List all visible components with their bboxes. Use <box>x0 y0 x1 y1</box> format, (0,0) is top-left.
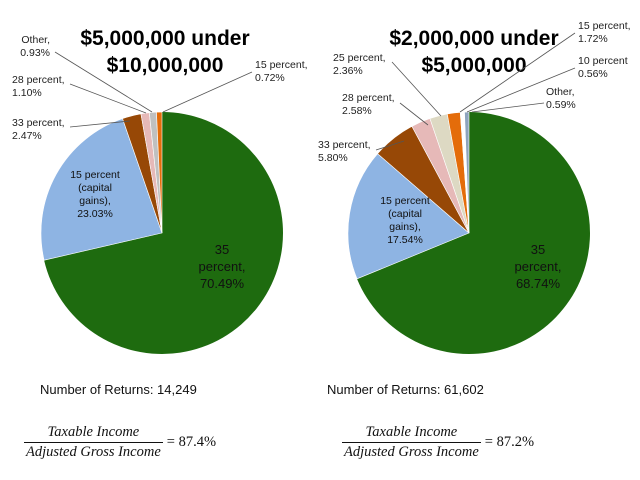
slice-label: 35 percent, 70.49% <box>199 242 246 291</box>
slice-label: 33 percent, 2.47% <box>12 117 65 142</box>
slice-label-line: percent, <box>515 259 562 274</box>
slice-label-line: 1.72% <box>578 33 608 45</box>
ratio-numerator: Taxable Income <box>47 424 140 440</box>
chart-title: $5,000,000 <box>421 54 526 77</box>
slice-label: 15 percent (capital gains), 17.54% <box>380 195 430 246</box>
slice-label: Other, 0.93% <box>20 34 50 59</box>
slice-label-line: 2.58% <box>342 105 372 117</box>
ratio-value: = 87.4% <box>166 434 217 450</box>
slice-label-line: gains), <box>79 195 111 207</box>
slice-label: 35 percent, 68.74% <box>515 242 562 291</box>
leader-line <box>375 140 405 151</box>
slice-label-line: 35 <box>215 242 229 257</box>
slice-label: 28 percent, 1.10% <box>12 74 65 99</box>
pie-slice <box>347 153 470 280</box>
ratio-denominator: Adjusted Gross Income <box>342 442 481 460</box>
slice-label: 28 percent, 2.58% <box>342 92 395 117</box>
slice-label-line: 33 percent, <box>12 117 65 129</box>
returns-count-right: Number of Returns: 61,602 <box>327 382 484 397</box>
income-ratio-left: Taxable Income Adjusted Gross Income = 8… <box>24 424 216 461</box>
pie-slice <box>464 111 470 234</box>
leader-line <box>162 71 253 113</box>
pie-chart-2: $2,000,000 under $5,000,000 35 percent, 68.7… <box>318 20 631 354</box>
slice-label-line: 5.80% <box>318 152 348 164</box>
slice-label-line: 2.36% <box>333 65 363 77</box>
slice-label-line: 2.47% <box>12 130 42 142</box>
slice-label-line: 28 percent, <box>342 92 395 104</box>
income-ratio-right: Taxable Income Adjusted Gross Income = 8… <box>342 424 534 461</box>
slice-label-line: Other, <box>21 34 50 46</box>
leader-line <box>69 83 147 114</box>
slice-label-line: 25 percent, <box>333 52 386 64</box>
pie-chart-1: $5,000,000 under $10,000,000 35 percent, 70.… <box>12 27 308 354</box>
slice-label: 15 percent (capital gains), 23.03% <box>70 169 120 220</box>
slice-label-line: Other, <box>546 86 575 98</box>
slice-label-line: (capital <box>78 182 112 194</box>
pie-slice <box>156 111 163 234</box>
slice-label-line: 23.03% <box>77 208 113 220</box>
slice-label: 15 percent, 0.72% <box>255 59 308 84</box>
slice-label-line: 0.59% <box>546 99 576 111</box>
slice-label: 33 percent, 5.80% <box>318 139 371 164</box>
slice-label-line: 28 percent, <box>12 74 65 86</box>
slice-label: Other, 0.59% <box>546 86 576 111</box>
chart-title: $10,000,000 <box>107 54 224 77</box>
slice-label-line: percent, <box>199 259 246 274</box>
leader-line <box>391 61 442 117</box>
slice-label-line: (capital <box>388 208 422 220</box>
slice-label-line: 15 percent, <box>255 59 308 71</box>
slice-label-line: 0.72% <box>255 72 285 84</box>
slice-label: 15 percent, 1.72% <box>578 20 631 45</box>
slice-label-line: 68.74% <box>516 276 561 291</box>
slice-label-line: 15 percent <box>70 169 120 181</box>
ratio-numerator: Taxable Income <box>365 424 458 440</box>
leader-line <box>466 67 576 113</box>
leader-line <box>69 120 131 128</box>
slice-label-line: 1.10% <box>12 87 42 99</box>
slice-label-line: 35 <box>531 242 545 257</box>
slice-label-line: 0.93% <box>20 47 50 59</box>
slice-label-line: 70.49% <box>200 276 245 291</box>
slice-label-line: 0.56% <box>578 68 608 80</box>
chart-title: $2,000,000 under <box>389 27 558 50</box>
slice-label-line: 15 percent <box>380 195 430 207</box>
leader-line <box>399 102 429 126</box>
returns-count-left: Number of Returns: 14,249 <box>40 382 197 397</box>
slice-label-line: 17.54% <box>387 234 423 246</box>
pie-slice <box>40 118 163 261</box>
pie-slice <box>357 112 591 354</box>
ratio-value: = 87.2% <box>484 434 535 450</box>
pie-slice <box>44 112 284 354</box>
slice-label: 10 percent 0.56% <box>578 55 628 80</box>
chart-title: $5,000,000 under <box>80 27 249 50</box>
slice-label-line: gains), <box>389 221 421 233</box>
leader-line <box>471 102 545 113</box>
ratio-denominator: Adjusted Gross Income <box>24 442 163 460</box>
leader-line <box>459 32 576 113</box>
leader-line <box>54 51 153 113</box>
slice-label: 25 percent, 2.36% <box>333 52 386 77</box>
slice-label-line: 33 percent, <box>318 139 371 151</box>
slice-label-line: 15 percent, <box>578 20 631 32</box>
slice-label-line: 10 percent <box>578 55 628 67</box>
